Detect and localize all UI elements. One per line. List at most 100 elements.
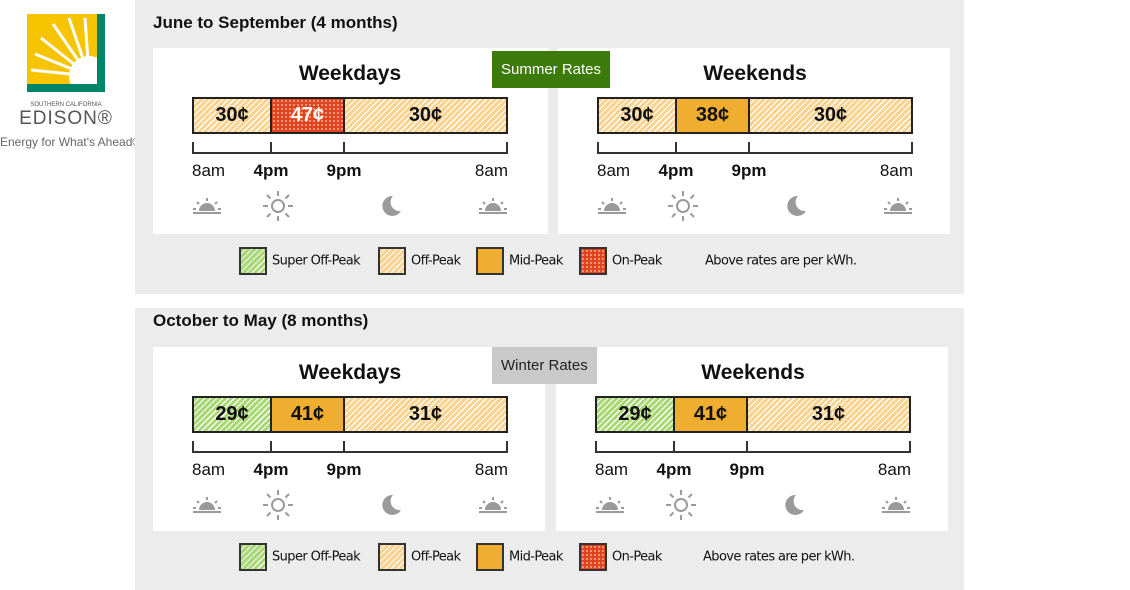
time-icon	[477, 196, 509, 221]
logo-region: SOUTHERN CALIFORNIA	[30, 102, 102, 108]
rate-note: Above rates are per kWh.	[705, 253, 857, 269]
time-label: 8am	[597, 161, 631, 180]
timeline-tick	[595, 441, 597, 453]
rate-segment: 30¢	[194, 99, 270, 132]
logo-name: EDISON®	[19, 108, 113, 129]
timeline-tick	[748, 142, 750, 154]
time-icon	[477, 495, 509, 520]
time-label: 9pm	[326, 161, 362, 180]
time-icon	[664, 488, 698, 527]
time-label: 9pm	[729, 460, 765, 479]
legend-swatch	[378, 543, 406, 571]
logo	[27, 14, 109, 97]
legend-label: On-Peak	[612, 549, 662, 565]
timeline-tick	[192, 142, 194, 154]
timeline	[192, 451, 508, 453]
rate-segment: 31¢	[343, 398, 506, 431]
rate-segment: 30¢	[599, 99, 675, 132]
timeline-tick	[746, 441, 748, 453]
timeline-tick	[506, 441, 508, 453]
legend-label: Off-Peak	[411, 549, 461, 565]
legend-label: Mid-Peak	[509, 253, 563, 269]
legend-swatch	[476, 543, 504, 571]
rate-bar: 29¢ 41¢ 31¢	[595, 396, 911, 433]
legend-swatch	[239, 543, 267, 571]
time-label: 8am	[474, 460, 508, 479]
panel-heading: Weekends	[701, 361, 805, 384]
time-label: 4pm	[658, 161, 694, 180]
timeline-tick	[270, 441, 272, 453]
time-icon	[594, 495, 626, 520]
time-icon	[261, 189, 295, 228]
rate-segment: 47¢	[270, 99, 343, 132]
legend-swatch	[378, 247, 406, 275]
season-badge: Summer Rates	[492, 51, 611, 88]
timeline	[595, 451, 911, 453]
time-label: 8am	[192, 161, 226, 180]
rate-segment: 30¢	[343, 99, 506, 132]
timeline-tick	[675, 142, 677, 154]
legend-label: On-Peak	[612, 253, 662, 269]
timeline-tick	[343, 142, 345, 154]
legend-label: Super Off-Peak	[272, 253, 361, 269]
time-label: 9pm	[731, 161, 767, 180]
timeline-tick	[506, 142, 508, 154]
panel-heading: Weekdays	[298, 62, 402, 85]
rate-panel: Weekends 30¢ 38¢ 30¢ 8am 4pm 9pm 8am	[558, 48, 950, 234]
time-icon	[666, 189, 700, 228]
time-label: 8am	[474, 161, 508, 180]
season-section: June to September (4 months) Weekdays 30¢ 4…	[135, 0, 964, 294]
timeline	[192, 152, 508, 154]
legend-swatch	[239, 247, 267, 275]
time-label: 8am	[879, 161, 913, 180]
rate-segment: 41¢	[270, 398, 343, 431]
season-section: October to May (8 months) Weekdays 29¢ 41¢ 3…	[135, 308, 964, 590]
time-icon	[191, 495, 223, 520]
timeline-tick	[343, 441, 345, 453]
season-title: June to September (4 months)	[153, 13, 398, 32]
legend-swatch	[579, 543, 607, 571]
time-label: 8am	[192, 460, 226, 479]
timeline	[597, 152, 913, 154]
legend-label: Off-Peak	[411, 253, 461, 269]
legend-label: Super Off-Peak	[272, 549, 361, 565]
legend-label: Mid-Peak	[509, 549, 563, 565]
timeline-tick	[911, 142, 913, 154]
rate-segment: 29¢	[194, 398, 270, 431]
time-label: 8am	[595, 460, 629, 479]
time-icon	[596, 196, 628, 221]
time-icon	[882, 196, 914, 221]
panel-heading: Weekends	[703, 62, 807, 85]
timeline-tick	[673, 441, 675, 453]
rate-segment: 30¢	[748, 99, 911, 132]
logo-mark	[27, 14, 109, 96]
time-label: 4pm	[253, 161, 289, 180]
rate-bar: 30¢ 47¢ 30¢	[192, 97, 508, 134]
time-icon	[782, 493, 806, 522]
rate-segment: 29¢	[597, 398, 673, 431]
timeline-tick	[597, 142, 599, 154]
time-icon	[379, 493, 403, 522]
time-icon	[880, 495, 912, 520]
rate-panel: Weekdays 29¢ 41¢ 31¢ 8am 4pm 9pm 8am	[153, 347, 545, 531]
season-badge: Winter Rates	[492, 347, 597, 384]
time-label: 4pm	[253, 460, 289, 479]
time-label: 9pm	[326, 460, 362, 479]
rate-bar: 29¢ 41¢ 31¢	[192, 396, 508, 433]
time-icon	[191, 196, 223, 221]
time-icon	[261, 488, 295, 527]
rate-bar: 30¢ 38¢ 30¢	[597, 97, 913, 134]
rate-segment: 31¢	[746, 398, 909, 431]
legend-swatch	[476, 247, 504, 275]
logo-tagline: Energy for What's Ahead®	[0, 135, 142, 149]
season-title: October to May (8 months)	[153, 311, 369, 330]
time-label: 4pm	[656, 460, 692, 479]
rate-note: Above rates are per kWh.	[703, 549, 855, 565]
panel-heading: Weekdays	[298, 361, 402, 384]
rate-panel: Weekdays 30¢ 47¢ 30¢ 8am 4pm 9pm 8am	[153, 48, 548, 234]
time-icon	[379, 194, 403, 223]
time-icon	[784, 194, 808, 223]
timeline-tick	[270, 142, 272, 154]
time-label: 8am	[877, 460, 911, 479]
